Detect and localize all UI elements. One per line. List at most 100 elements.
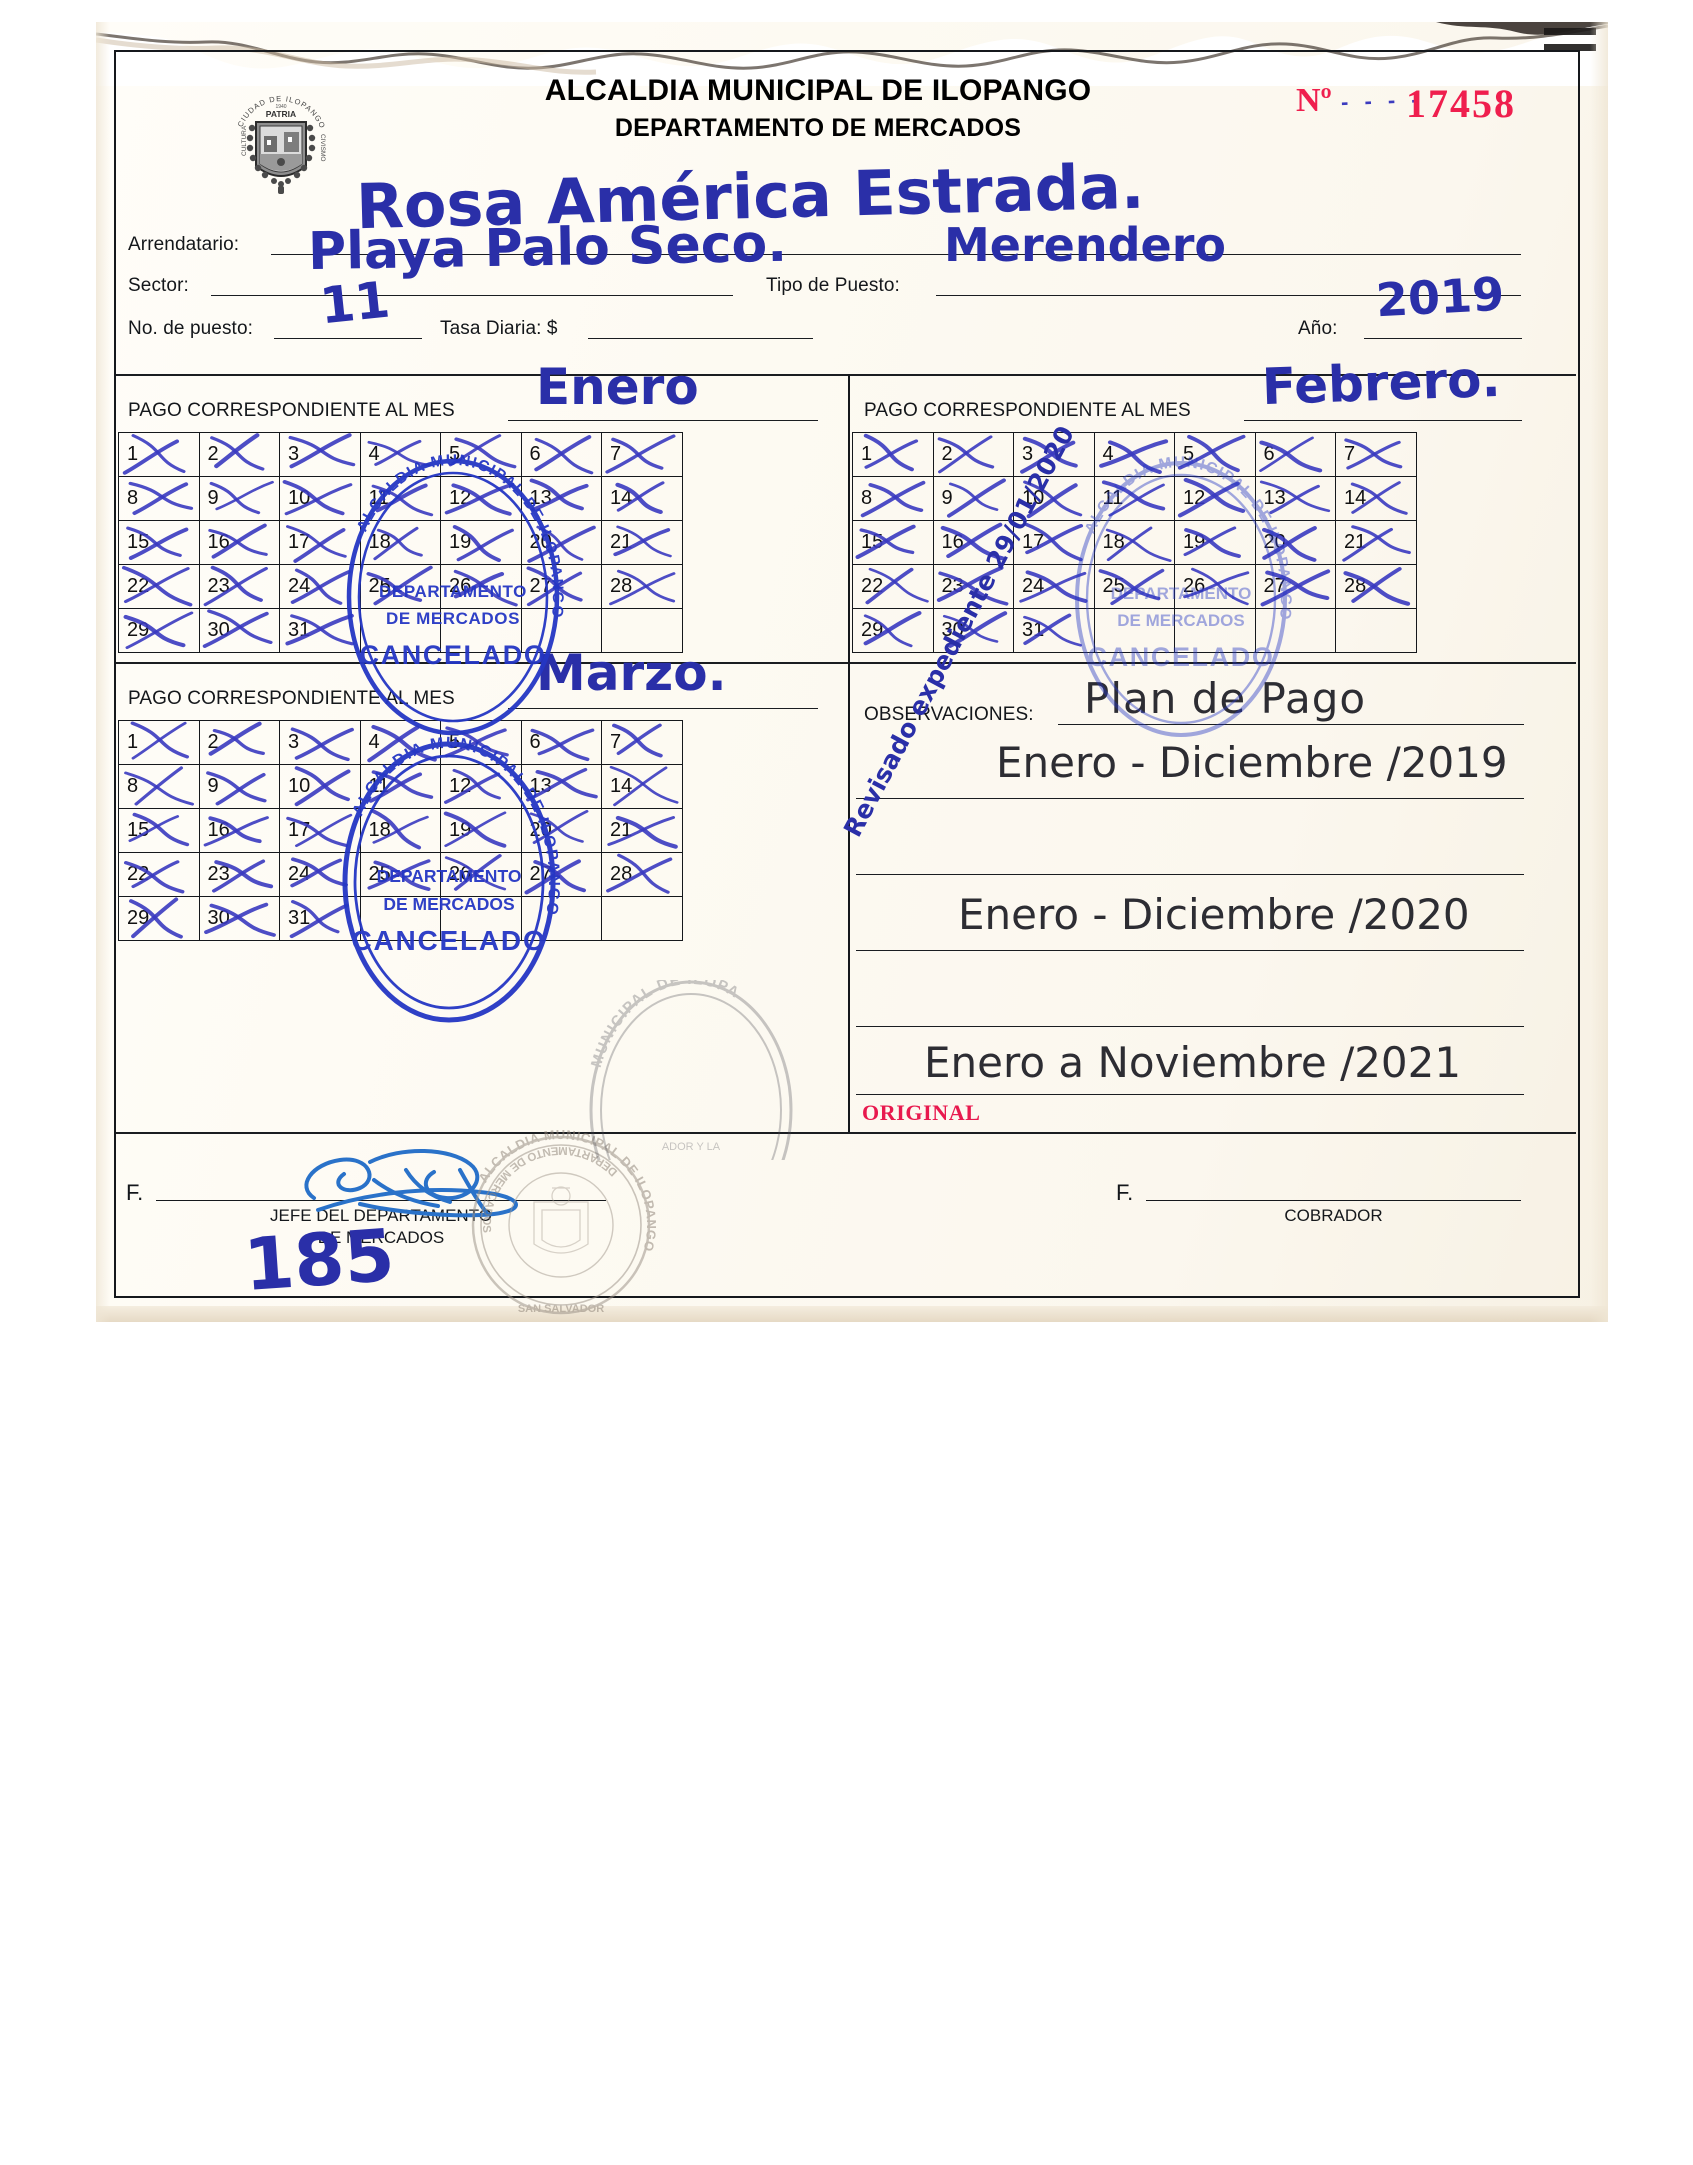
day-cell-24[interactable]: 24 bbox=[1013, 564, 1095, 609]
day-cell-26[interactable]: 26 bbox=[440, 564, 522, 609]
day-cell-27[interactable]: 27 bbox=[520, 852, 602, 897]
day-cell-empty[interactable] bbox=[601, 608, 683, 653]
day-cell-14[interactable]: 14 bbox=[601, 476, 683, 521]
day-cell-7[interactable]: 7 bbox=[1335, 432, 1417, 477]
day-cell-10[interactable]: 10 bbox=[279, 476, 361, 521]
day-cell-14[interactable]: 14 bbox=[1335, 476, 1417, 521]
day-cell-10[interactable]: 10 bbox=[279, 764, 361, 809]
day-cell-16[interactable]: 16 bbox=[198, 520, 280, 565]
day-cell-2[interactable]: 2 bbox=[932, 432, 1014, 477]
day-cell-empty[interactable] bbox=[1254, 608, 1336, 653]
day-cell-13[interactable]: 13 bbox=[1254, 476, 1336, 521]
calendar-grid-enero[interactable]: 1 2 3 4 5 6 7 8 9 10 11 12 13 14 15 16 17 18 19 20 21 22 23 24 2… bbox=[118, 432, 683, 653]
day-cell-14[interactable]: 14 bbox=[601, 764, 683, 809]
day-cell-18[interactable]: 18 bbox=[359, 808, 441, 853]
day-cell-6[interactable]: 6 bbox=[520, 432, 602, 477]
day-cell-25[interactable]: 25 bbox=[359, 564, 441, 609]
day-cell-3[interactable]: 3 bbox=[279, 720, 361, 765]
day-cell-2[interactable]: 2 bbox=[198, 720, 280, 765]
day-cell-28[interactable]: 28 bbox=[601, 564, 683, 609]
day-cell-empty[interactable] bbox=[440, 608, 522, 653]
day-cell-19[interactable]: 19 bbox=[1174, 520, 1256, 565]
day-cell-29[interactable]: 29 bbox=[852, 608, 934, 653]
day-cell-8[interactable]: 8 bbox=[118, 476, 200, 521]
day-cell-1[interactable]: 1 bbox=[852, 432, 934, 477]
day-cell-22[interactable]: 22 bbox=[852, 564, 934, 609]
day-cell-29[interactable]: 29 bbox=[118, 608, 200, 653]
day-cell-26[interactable]: 26 bbox=[1174, 564, 1256, 609]
day-cell-28[interactable]: 28 bbox=[1335, 564, 1417, 609]
day-cell-31[interactable]: 31 bbox=[1013, 608, 1095, 653]
day-cell-empty[interactable] bbox=[440, 896, 522, 941]
calendar-grid-marzo[interactable]: 1 2 3 4 5 6 7 8 9 10 11 12 13 14 15 16 17 18 19 20 21 22 23 24 2… bbox=[118, 720, 683, 941]
day-cell-9[interactable]: 9 bbox=[198, 764, 280, 809]
day-cell-15[interactable]: 15 bbox=[118, 808, 200, 853]
day-cell-empty[interactable] bbox=[520, 896, 602, 941]
day-cell-15[interactable]: 15 bbox=[118, 520, 200, 565]
day-cell-20[interactable]: 20 bbox=[520, 808, 602, 853]
day-cell-21[interactable]: 21 bbox=[1335, 520, 1417, 565]
day-cell-18[interactable]: 18 bbox=[359, 520, 441, 565]
day-cell-8[interactable]: 8 bbox=[118, 764, 200, 809]
day-cell-30[interactable]: 30 bbox=[198, 608, 280, 653]
day-cell-11[interactable]: 11 bbox=[359, 476, 441, 521]
day-cell-5[interactable]: 5 bbox=[1174, 432, 1256, 477]
day-cell-30[interactable]: 30 bbox=[932, 608, 1014, 653]
day-cell-22[interactable]: 22 bbox=[118, 852, 200, 897]
day-cell-11[interactable]: 11 bbox=[359, 764, 441, 809]
day-cell-7[interactable]: 7 bbox=[601, 720, 683, 765]
day-cell-19[interactable]: 19 bbox=[440, 808, 522, 853]
day-cell-3[interactable]: 3 bbox=[279, 432, 361, 477]
day-cell-20[interactable]: 20 bbox=[1254, 520, 1336, 565]
day-cell-21[interactable]: 21 bbox=[601, 520, 683, 565]
day-cell-9[interactable]: 9 bbox=[932, 476, 1014, 521]
day-cell-11[interactable]: 11 bbox=[1093, 476, 1175, 521]
day-cell-empty[interactable] bbox=[1335, 608, 1417, 653]
day-cell-23[interactable]: 23 bbox=[198, 564, 280, 609]
day-cell-5[interactable]: 5 bbox=[440, 720, 522, 765]
day-cell-30[interactable]: 30 bbox=[198, 896, 280, 941]
day-cell-empty[interactable] bbox=[1174, 608, 1256, 653]
signature-line-right[interactable] bbox=[1146, 1200, 1521, 1201]
day-cell-9[interactable]: 9 bbox=[198, 476, 280, 521]
day-cell-18[interactable]: 18 bbox=[1093, 520, 1175, 565]
day-cell-12[interactable]: 12 bbox=[1174, 476, 1256, 521]
day-cell-12[interactable]: 12 bbox=[440, 764, 522, 809]
day-cell-2[interactable]: 2 bbox=[198, 432, 280, 477]
day-cell-6[interactable]: 6 bbox=[520, 720, 602, 765]
day-cell-4[interactable]: 4 bbox=[359, 432, 441, 477]
day-cell-empty[interactable] bbox=[601, 896, 683, 941]
day-cell-8[interactable]: 8 bbox=[852, 476, 934, 521]
day-cell-28[interactable]: 28 bbox=[601, 852, 683, 897]
day-cell-25[interactable]: 25 bbox=[1093, 564, 1175, 609]
day-cell-29[interactable]: 29 bbox=[118, 896, 200, 941]
day-cell-4[interactable]: 4 bbox=[359, 720, 441, 765]
day-cell-22[interactable]: 22 bbox=[118, 564, 200, 609]
day-cell-1[interactable]: 1 bbox=[118, 432, 200, 477]
day-cell-empty[interactable] bbox=[1093, 608, 1175, 653]
day-cell-7[interactable]: 7 bbox=[601, 432, 683, 477]
day-cell-empty[interactable] bbox=[359, 608, 441, 653]
day-cell-13[interactable]: 13 bbox=[520, 764, 602, 809]
day-cell-31[interactable]: 31 bbox=[279, 896, 361, 941]
calendar-grid-febrero[interactable]: 1 2 3 4 5 6 7 8 9 10 11 12 13 14 15 16 17 18 19 20 21 22 23 24 2… bbox=[852, 432, 1417, 653]
day-cell-21[interactable]: 21 bbox=[601, 808, 683, 853]
day-cell-20[interactable]: 20 bbox=[520, 520, 602, 565]
day-cell-12[interactable]: 12 bbox=[440, 476, 522, 521]
day-cell-26[interactable]: 26 bbox=[440, 852, 522, 897]
day-cell-4[interactable]: 4 bbox=[1093, 432, 1175, 477]
day-cell-27[interactable]: 27 bbox=[1254, 564, 1336, 609]
day-cell-16[interactable]: 16 bbox=[198, 808, 280, 853]
day-cell-17[interactable]: 17 bbox=[279, 808, 361, 853]
day-cell-1[interactable]: 1 bbox=[118, 720, 200, 765]
day-cell-19[interactable]: 19 bbox=[440, 520, 522, 565]
day-cell-empty[interactable] bbox=[359, 896, 441, 941]
day-cell-5[interactable]: 5 bbox=[440, 432, 522, 477]
day-cell-24[interactable]: 24 bbox=[279, 852, 361, 897]
day-cell-25[interactable]: 25 bbox=[359, 852, 441, 897]
day-cell-31[interactable]: 31 bbox=[279, 608, 361, 653]
signature-line-left[interactable] bbox=[156, 1200, 606, 1201]
day-cell-24[interactable]: 24 bbox=[279, 564, 361, 609]
day-cell-13[interactable]: 13 bbox=[520, 476, 602, 521]
day-cell-6[interactable]: 6 bbox=[1254, 432, 1336, 477]
